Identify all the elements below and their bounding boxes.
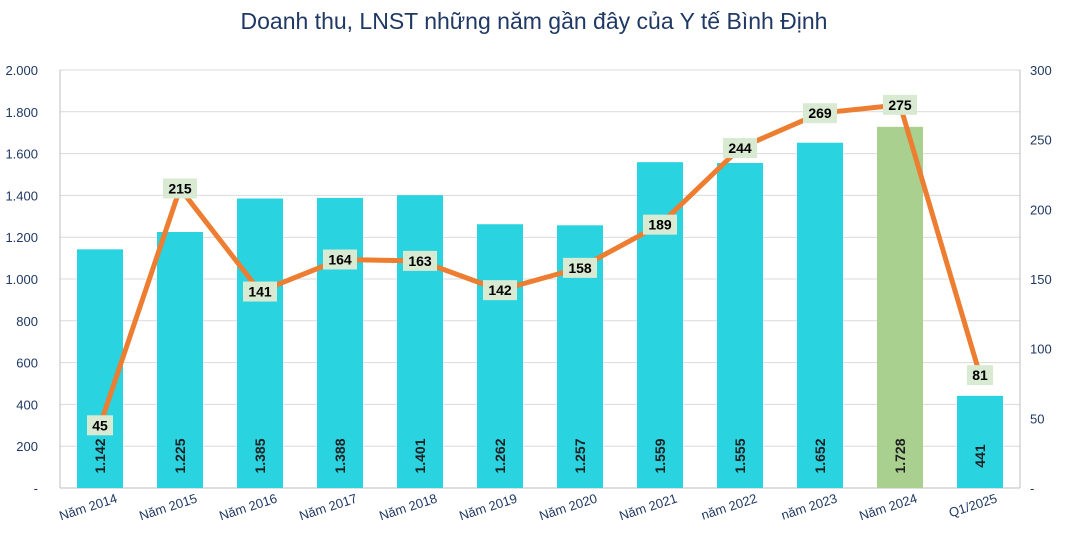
chart-title: Doanh thu, LNST những năm gần đây của Y … (240, 8, 828, 34)
y-left-tick-label: 1.000 (5, 272, 38, 287)
bar (157, 231, 203, 488)
line-value-label: 45 (92, 417, 108, 433)
y-right-tick-label: - (1030, 481, 1034, 496)
bar-value-label: 1.388 (332, 438, 348, 473)
y-left-tick-label: 200 (16, 439, 38, 454)
x-tick-label: Năm 2016 (217, 491, 279, 524)
bar-value-label: 1.652 (812, 438, 828, 473)
y-right-tick-label: 150 (1030, 272, 1052, 287)
line-value-label: 189 (648, 217, 672, 233)
y-right-tick-label: 250 (1030, 133, 1052, 148)
y-left-tick-label: 600 (16, 356, 38, 371)
line-point (163, 178, 197, 199)
x-tick-label: Năm 2020 (537, 491, 599, 524)
bar (957, 395, 1003, 488)
y-left-tick-label: 1.600 (5, 147, 38, 162)
bar-value-label: 1.257 (572, 438, 588, 473)
line-value-label: 215 (168, 180, 192, 196)
bar (237, 198, 283, 488)
y-left-tick-label: 2.000 (5, 63, 38, 78)
line-value-label: 269 (808, 105, 832, 121)
y-right-tick-label: 300 (1030, 63, 1052, 78)
x-tick-label: Năm 2021 (617, 491, 679, 524)
x-tick-label: Năm 2018 (377, 491, 439, 524)
x-tick-label: Năm 2024 (857, 491, 919, 524)
line-point (87, 415, 113, 436)
y-left-tick-label: 800 (16, 314, 38, 329)
line-value-label: 142 (488, 282, 512, 298)
line-point (323, 249, 357, 270)
y-right-tick-label: 50 (1030, 411, 1044, 426)
y-left-tick-label: 1.200 (5, 230, 38, 245)
bar (877, 126, 923, 489)
line-value-label: 244 (728, 140, 752, 156)
bar-value-label: 1.142 (92, 438, 108, 473)
bar (797, 142, 843, 488)
x-tick-label: năm 2022 (699, 491, 759, 523)
line-point (483, 280, 517, 301)
line-point (403, 250, 437, 271)
profit-line (97, 102, 983, 428)
line-value-label: 81 (972, 367, 988, 383)
line-point (643, 214, 677, 235)
y-left-tick-label: 1.800 (5, 105, 38, 120)
y-left-tick-label: - (34, 481, 38, 496)
x-tick-label: Năm 2019 (457, 491, 519, 524)
bar (477, 224, 523, 488)
line-point (803, 103, 837, 124)
line-point (243, 281, 277, 302)
bar-value-label: 1.385 (252, 438, 268, 473)
bar-value-label: 1.728 (892, 438, 908, 473)
line-value-label: 158 (568, 260, 592, 276)
y-right-tick-label: 200 (1030, 202, 1052, 217)
line-value-label: 164 (328, 251, 352, 267)
bar (77, 249, 123, 488)
line-point (967, 365, 993, 386)
x-tick-label: Năm 2015 (137, 491, 199, 524)
bar (717, 163, 763, 488)
line-point (723, 138, 757, 159)
bar (317, 197, 363, 488)
bar (397, 195, 443, 489)
bar-value-label: 1.262 (492, 438, 508, 473)
line-point (883, 94, 917, 115)
x-tick-label: Năm 2014 (57, 491, 119, 524)
x-tick-label: Năm 2017 (297, 491, 359, 524)
bar-value-label: 441 (972, 444, 988, 468)
y-right-tick-label: 100 (1030, 342, 1052, 357)
x-tick-label: Q1/2025 (947, 491, 999, 521)
line-value-label: 141 (248, 284, 272, 300)
line-point (563, 257, 597, 278)
y-left-tick-label: 1.400 (5, 188, 38, 203)
bar-value-label: 1.559 (652, 438, 668, 473)
bar-value-label: 1.401 (412, 438, 428, 473)
y-left-tick-label: 400 (16, 397, 38, 412)
bar-value-label: 1.555 (732, 438, 748, 473)
line-value-label: 163 (408, 253, 432, 269)
line-value-label: 275 (888, 97, 912, 113)
bar-value-label: 1.225 (172, 438, 188, 473)
x-tick-label: năm 2023 (779, 491, 839, 523)
